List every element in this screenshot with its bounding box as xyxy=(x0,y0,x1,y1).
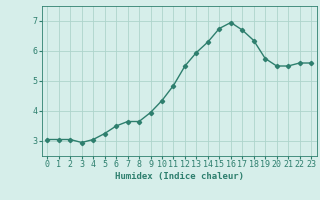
X-axis label: Humidex (Indice chaleur): Humidex (Indice chaleur) xyxy=(115,172,244,181)
